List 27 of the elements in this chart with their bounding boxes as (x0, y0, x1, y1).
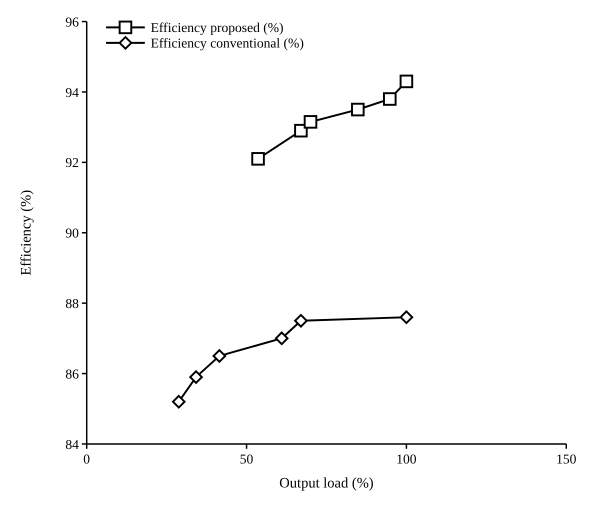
legend-label: Efficiency conventional (%) (150, 36, 304, 51)
point (400, 74, 414, 88)
y-tick-label: 84 (65, 436, 80, 452)
y-tick-label: 90 (65, 226, 80, 241)
x-tick-label: 0 (83, 451, 90, 466)
legend-label: Efficiency proposed (%) (150, 20, 284, 36)
point (274, 332, 289, 346)
point (400, 310, 414, 324)
point (383, 92, 397, 106)
point (351, 102, 365, 116)
y-tick-label: 96 (65, 14, 80, 30)
point (172, 394, 186, 409)
point (294, 314, 308, 328)
point (304, 115, 318, 129)
point (189, 370, 203, 384)
point (212, 349, 226, 363)
y-tick-label: 92 (65, 155, 80, 170)
x-tick-label: 50 (240, 451, 254, 466)
x-axis-title: Output load (%) (279, 476, 374, 492)
y-axis-title: Efficiency (%) (18, 190, 35, 276)
y-tick-label: 94 (65, 84, 80, 100)
y-tick-label: 86 (65, 366, 80, 382)
x-tick-label: 100 (396, 451, 417, 466)
y-tick-label: 88 (65, 296, 80, 312)
point (251, 152, 265, 166)
x-tick-label: 150 (556, 451, 577, 466)
point (294, 124, 308, 138)
